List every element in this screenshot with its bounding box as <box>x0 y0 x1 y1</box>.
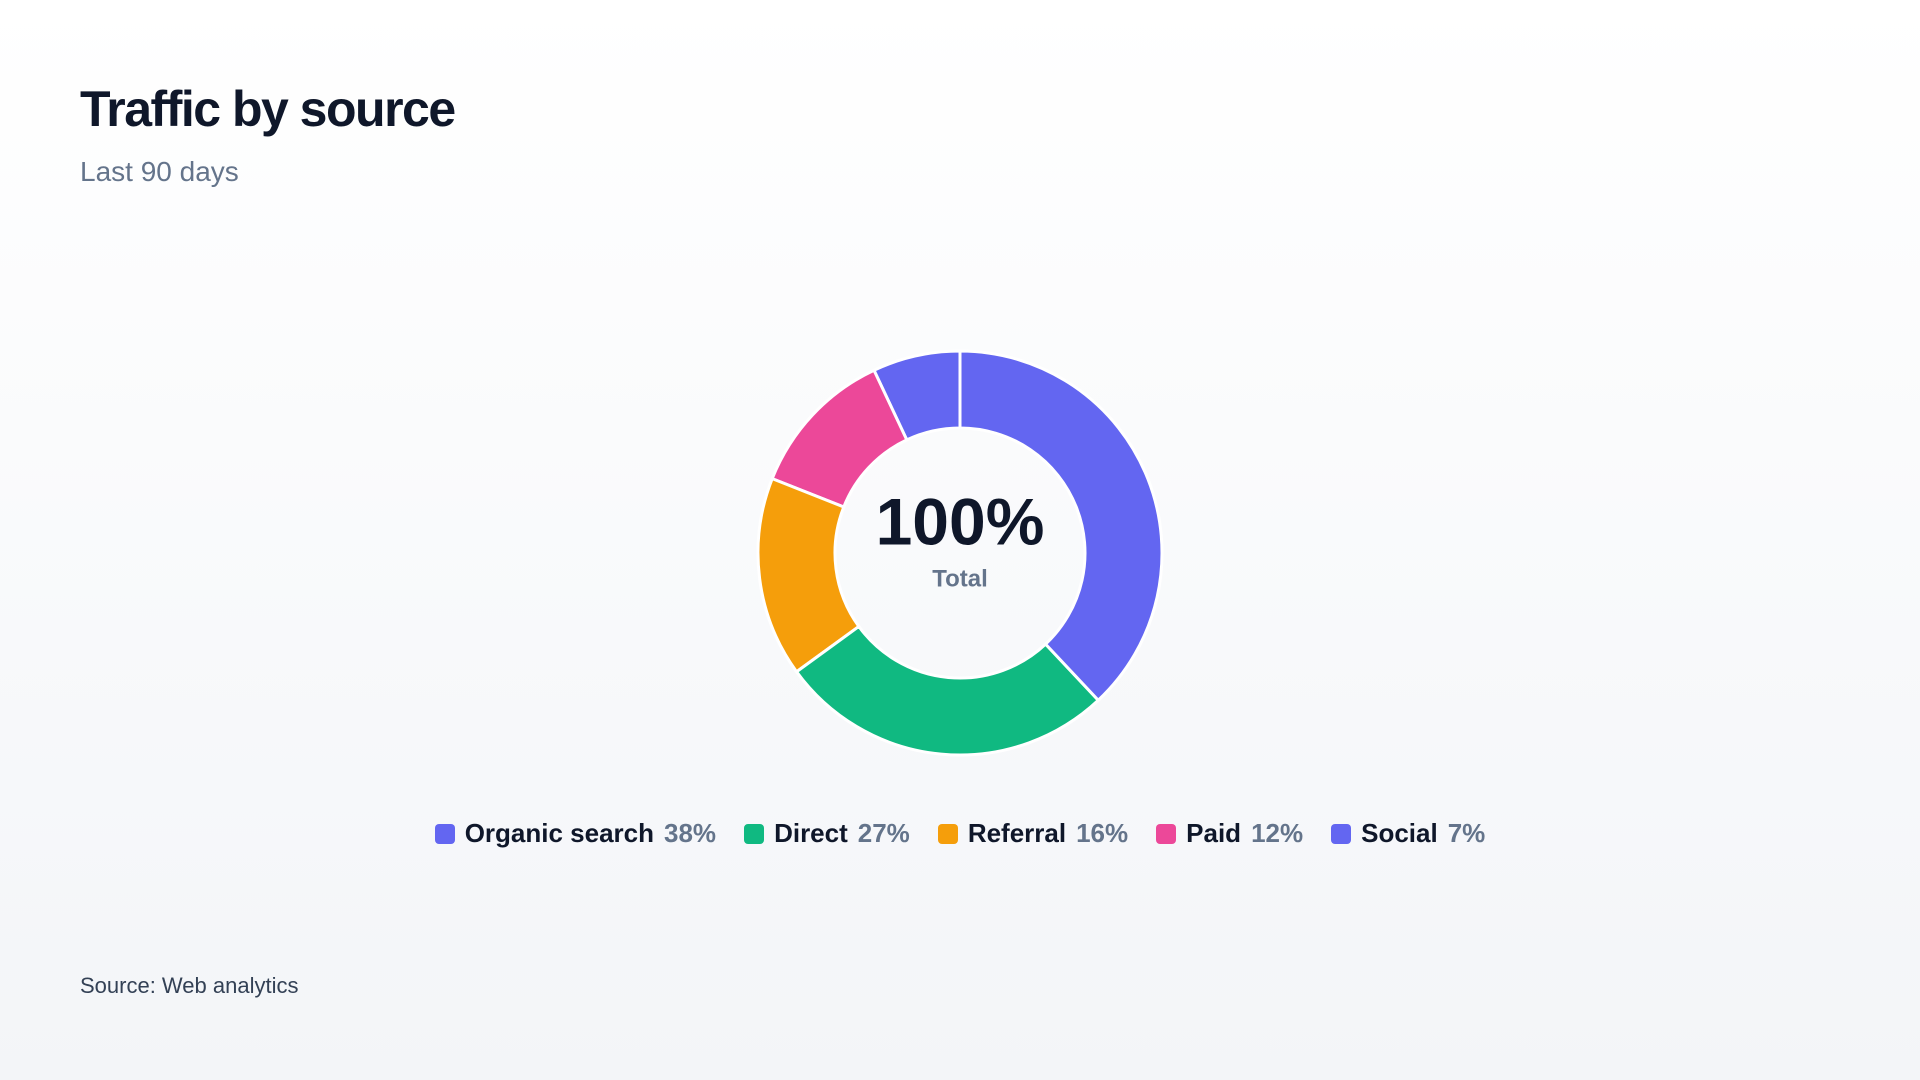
chart: 100% Total <box>756 349 1164 757</box>
chart-subtitle: Last 90 days <box>80 156 239 187</box>
donut-slice <box>958 349 1164 703</box>
legend: Organic search 38% Direct 27% Referral 16% Pai… <box>0 818 1920 849</box>
donut-slice <box>794 624 1101 757</box>
legend-swatch <box>744 823 765 844</box>
legend-label: Organic search <box>464 818 655 848</box>
legend-swatch <box>937 823 958 844</box>
legend-value: 12% <box>1251 818 1304 848</box>
legend-label: Social <box>1361 818 1438 848</box>
legend-swatch <box>1331 823 1352 844</box>
legend-item: Organic search 38% <box>434 818 717 849</box>
donut-slice <box>756 476 861 674</box>
legend-label: Referral <box>967 818 1067 848</box>
legend-item: Direct 27% <box>744 818 910 849</box>
chart-title: Traffic by source <box>80 81 456 137</box>
legend-item: Social 7% <box>1331 818 1485 849</box>
center-sublabel: Total <box>932 565 988 592</box>
legend-value: 7% <box>1447 818 1486 848</box>
legend-swatch <box>434 823 455 844</box>
legend-label: Direct <box>774 818 848 848</box>
legend-swatch <box>1156 823 1177 844</box>
legend-item: Paid 12% <box>1156 818 1303 849</box>
legend-value: 27% <box>857 818 910 848</box>
legend-value: 16% <box>1076 818 1129 848</box>
legend-label: Paid <box>1186 818 1242 848</box>
legend-value: 38% <box>664 818 717 848</box>
source-note: Source: Web analytics <box>80 973 299 998</box>
center-label: 100% <box>876 484 1045 558</box>
donut-slice <box>770 368 909 509</box>
legend-item: Referral 16% <box>937 818 1129 849</box>
